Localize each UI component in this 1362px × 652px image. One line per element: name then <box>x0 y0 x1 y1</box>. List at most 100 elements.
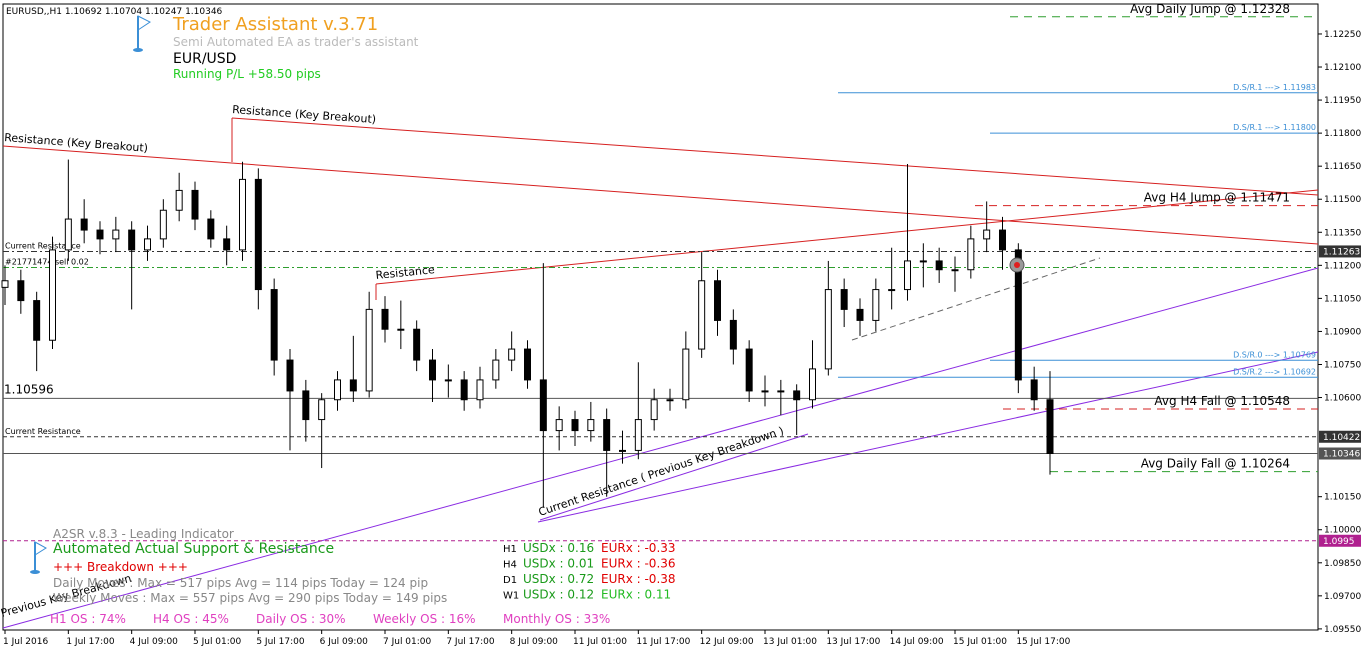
candle-body <box>223 238 231 251</box>
level-label: Avg H4 Jump @ 1.11471 <box>1144 191 1290 205</box>
strength-usd: USDx : 0.16 <box>523 541 594 555</box>
candle-body <box>159 209 167 240</box>
x-tick-label: 7 Jul 17:00 <box>446 637 495 647</box>
price-box-label: 1.0995 <box>1323 537 1355 547</box>
candle-body <box>904 260 911 291</box>
y-tick-label: 1.10600 <box>1324 394 1361 404</box>
daily-moves: Daily Moves : Max = 517 pips Avg = 114 p… <box>53 576 428 590</box>
annotation: Resistance <box>375 263 436 282</box>
candle-body <box>1030 379 1038 401</box>
x-tick-label: 6 Jul 09:00 <box>320 637 369 647</box>
candle-body <box>777 390 785 393</box>
candle-body <box>983 229 991 240</box>
os-value: H4 OS : 45% <box>153 612 229 626</box>
candle-body <box>967 238 975 271</box>
candle-body <box>17 280 25 302</box>
trend-line <box>231 117 1319 196</box>
candle-body <box>254 178 262 291</box>
price-box <box>1319 430 1361 443</box>
candle-body <box>175 189 183 211</box>
ea-subtitle: Semi Automated EA as trader's assistant <box>173 35 419 49</box>
trend-line <box>851 257 1101 341</box>
candle-body <box>270 289 278 361</box>
os-value: Monthly OS : 33% <box>503 612 610 626</box>
candle-body <box>302 390 310 421</box>
strength-table: H1 USDx : 0.16 EURx : -0.33 H4 USDx : 0.01 EU… <box>503 541 676 602</box>
x-tick-label: 1 Jul 17:00 <box>66 637 115 647</box>
candle-body <box>80 218 88 231</box>
candle-body <box>714 280 721 321</box>
x-tick-label: 12 Jul 09:00 <box>700 637 754 647</box>
candle-body <box>682 348 690 401</box>
candle-body <box>872 289 880 321</box>
candle-body <box>286 359 294 392</box>
candle-body <box>650 399 658 421</box>
candle-body <box>334 379 341 401</box>
candle-body <box>1046 399 1054 455</box>
y-tick-label: 1.11950 <box>1324 96 1361 106</box>
candle-body <box>413 328 421 361</box>
x-tick-label: 5 Jul 01:00 <box>193 637 242 647</box>
trend-line <box>539 433 809 521</box>
candle-body <box>698 280 706 350</box>
running-pl: Running P/L +58.50 pips <box>173 67 321 81</box>
candle-body <box>539 379 547 432</box>
strength-tf: W1 <box>503 591 519 602</box>
level-label: #21771474 sell 0.02 <box>5 258 89 267</box>
strength-tf: D1 <box>503 575 517 586</box>
candle-body <box>460 379 468 401</box>
level-label: 1.10596 <box>4 382 54 396</box>
x-tick-label: 11 Jul 01:00 <box>573 637 627 647</box>
price-box <box>1319 534 1361 547</box>
candle-body <box>49 249 56 341</box>
strength-usd: USDx : 0.72 <box>523 572 594 586</box>
candle-body <box>64 218 72 251</box>
candle-body <box>444 379 452 382</box>
trend-line <box>2 267 1319 629</box>
candle-body <box>207 218 215 240</box>
candle-body <box>33 300 41 341</box>
y-tick-label: 1.11050 <box>1324 294 1361 304</box>
strength-tf: H1 <box>503 544 517 555</box>
level-label: Current Resistance <box>5 241 81 250</box>
candle-body <box>840 289 848 310</box>
y-tick-label: 1.10150 <box>1324 493 1361 503</box>
candle-body <box>809 368 816 401</box>
x-tick-label: 15 Jul 17:00 <box>1016 637 1070 647</box>
x-tick-label: 7 Jul 01:00 <box>383 637 432 647</box>
candle-body <box>492 359 500 381</box>
y-tick-label: 1.11500 <box>1324 195 1361 205</box>
price-box-label: 1.11263 <box>1323 247 1360 257</box>
os-value: Weekly OS : 16% <box>373 612 476 626</box>
candle-body <box>571 419 579 432</box>
x-tick-label: 13 Jul 17:00 <box>826 637 880 647</box>
level-label: D.S/R.0 ---> 1.10769 <box>1233 350 1316 359</box>
candle-body <box>856 308 864 321</box>
strength-usd: USDx : 0.12 <box>523 588 594 602</box>
candle-body <box>365 308 373 392</box>
strength-eur: EURx : -0.38 <box>601 572 676 586</box>
level-label: D.S/R.1 ---> 1.11983 <box>1233 83 1316 92</box>
axes: 1.12250 1.12100 1.11950 1.11800 1.11650 1.115… <box>3 30 1361 647</box>
candle-body <box>793 390 801 401</box>
y-tick-label: 1.09850 <box>1324 559 1361 569</box>
y-tick-label: 1.09550 <box>1324 625 1361 635</box>
candle-body <box>128 229 136 251</box>
strength-eur: EURx : -0.33 <box>601 541 676 555</box>
candle-body <box>729 319 737 350</box>
candle-body <box>144 238 151 251</box>
candle-body <box>919 260 927 263</box>
strength-eur: EURx : 0.11 <box>601 588 671 602</box>
x-tick-label: 1 Jul 2016 <box>3 637 48 647</box>
x-tick-label: 4 Jul 09:00 <box>130 637 179 647</box>
pair: EUR/USD <box>173 51 236 67</box>
strength-tf: H4 <box>503 560 517 571</box>
y-tick-label: 1.09700 <box>1324 592 1361 602</box>
candle-body <box>587 419 595 432</box>
candle-body <box>824 289 832 370</box>
y-tick-label: 1.10900 <box>1324 327 1361 337</box>
flag-icon <box>133 15 151 52</box>
candle-body <box>112 229 120 240</box>
level-label: Avg H4 Fall @ 1.10548 <box>1154 394 1290 408</box>
